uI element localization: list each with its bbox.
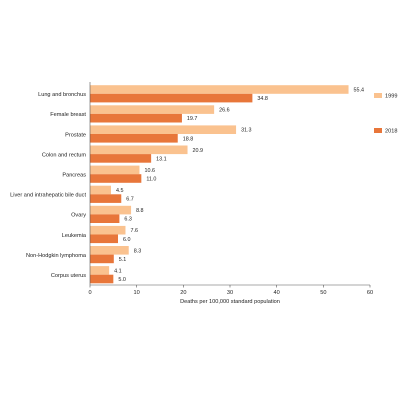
bar-1999-5	[90, 185, 111, 195]
bar-1999-1	[90, 105, 215, 114]
category-label-8: Non-Hodgkin lymphoma	[26, 253, 87, 259]
x-tick-label-3: 30	[227, 290, 233, 296]
bar-1999-4	[90, 165, 140, 175]
x-axis-title: Deaths per 100,000 standard population	[180, 299, 280, 305]
value-label-1999-1: 26.6	[219, 108, 230, 114]
value-label-1999-3: 20.9	[193, 148, 204, 154]
x-tick-label-2: 20	[180, 290, 186, 296]
category-label-5: Liver and intrahepatic bile duct	[10, 193, 86, 199]
category-label-3: Colon and rectum	[42, 152, 86, 158]
bar-2018-6	[90, 214, 120, 223]
value-label-2018-0: 34.8	[257, 96, 268, 102]
category-label-4: Pancreas	[62, 172, 86, 178]
bar-1999-2	[90, 125, 237, 134]
bar-1999-0	[90, 85, 349, 94]
bar-1999-7	[90, 225, 126, 235]
legend-swatch-2018	[374, 128, 382, 133]
x-tick-label-5: 50	[320, 290, 326, 296]
category-label-6: Ovary	[71, 213, 86, 219]
value-label-2018-3: 13.1	[156, 156, 167, 162]
value-label-2018-1: 19.7	[187, 116, 198, 122]
bar-1999-9	[90, 266, 110, 275]
value-label-1999-0: 55.4	[354, 88, 365, 94]
bar-2018-8	[90, 254, 114, 264]
category-label-1: Female breast	[50, 112, 86, 118]
value-label-2018-9: 5.0	[118, 277, 126, 283]
value-label-1999-4: 10.6	[144, 168, 155, 174]
value-label-1999-7: 7.6	[130, 228, 138, 234]
x-tick-label-6: 60	[367, 290, 373, 296]
value-label-2018-4: 11.0	[146, 177, 156, 183]
x-tick-label-4: 40	[274, 290, 280, 296]
value-label-2018-8: 5.1	[119, 257, 127, 263]
value-label-2018-7: 6.0	[123, 237, 131, 243]
value-label-2018-6: 6.3	[124, 217, 131, 223]
x-tick-label-0: 0	[88, 290, 91, 296]
category-label-2: Prostate	[65, 132, 86, 138]
bar-2018-0	[90, 93, 253, 103]
bar-1999-6	[90, 205, 132, 215]
value-label-1999-5: 4.5	[116, 188, 124, 194]
category-label-9: Corpus uterus	[51, 273, 86, 279]
value-label-1999-8: 8.3	[134, 248, 142, 254]
value-label-1999-2: 31.3	[241, 128, 252, 134]
category-label-0: Lung and bronchus	[38, 92, 86, 98]
bar-1999-3	[90, 145, 188, 155]
bar-2018-9	[90, 274, 114, 284]
bar-2018-1	[90, 113, 182, 123]
value-label-2018-2: 18.8	[183, 136, 194, 142]
category-label-7: Leukemia	[62, 233, 87, 239]
bar-1999-8	[90, 246, 129, 255]
bar-2018-3	[90, 154, 152, 163]
bar-2018-7	[90, 234, 118, 244]
value-label-1999-9: 4.1	[114, 268, 122, 274]
bar-2018-2	[90, 134, 178, 143]
bar-2018-4	[90, 174, 142, 183]
value-label-2018-5: 6.7	[126, 197, 133, 203]
legend-label-2018: 2018	[385, 129, 397, 135]
value-label-1999-6: 8.8	[136, 208, 144, 214]
x-tick-label-1: 10	[134, 290, 140, 296]
legend-swatch-1999	[374, 93, 382, 98]
legend-label-1999: 1999	[385, 94, 397, 100]
bar-2018-5	[90, 194, 122, 203]
